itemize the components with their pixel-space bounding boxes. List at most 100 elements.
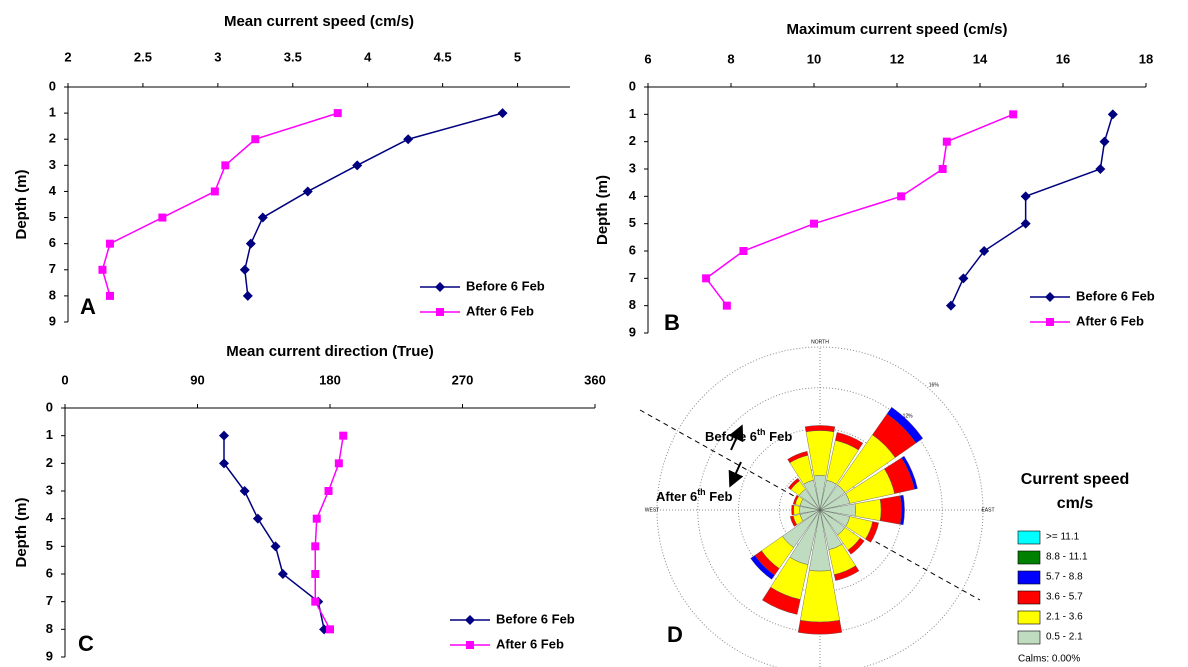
rose-segment [865,521,879,543]
y-tick-label: 7 [46,593,53,608]
legend-swatch [1017,610,1041,625]
rose-segment [847,537,865,555]
panel-label: C [78,631,94,656]
rose-segment [793,505,801,515]
marker [938,165,947,173]
annotation-part: After 6 [656,489,697,504]
annotation-part: Before 6 [705,429,757,444]
y-tick-label: 9 [49,313,56,328]
marker [435,282,445,292]
y-tick-label: 3 [629,160,636,175]
x-tick-label: 0 [61,372,68,387]
x-tick-label: 3.5 [284,49,302,64]
y-tick-label: 5 [49,209,56,224]
annotation-part: th [697,487,706,497]
y-axis-label: Depth (m) [13,170,30,240]
rose-segment [787,477,800,490]
x-tick-label: 3 [214,49,221,64]
legend-swatch [1017,630,1041,645]
rose-segment [899,494,905,526]
y-tick-label: 0 [629,78,636,93]
y-tick-label: 9 [629,324,636,339]
marker [1046,318,1054,326]
x-tick-label: 14 [973,51,988,66]
direction-label: WEST [645,507,659,513]
chart-title: Mean current direction (True) [226,343,434,360]
y-tick-label: 1 [46,427,53,442]
y-tick-label: 8 [46,621,53,636]
marker [942,137,951,146]
marker [239,264,250,275]
y-tick-label: 6 [46,565,53,580]
panel-label: A [80,294,96,319]
rose-segment [750,555,775,580]
x-tick-label: 8 [727,51,734,66]
y-tick-label: 7 [629,270,636,285]
marker [1009,110,1018,119]
marker [251,135,260,144]
marker [1107,109,1118,120]
marker [403,134,414,145]
marker [105,291,114,300]
rose-segment [835,432,864,451]
rose-segment [833,565,860,581]
ring-label: 16% [929,382,940,388]
legend-label: Before 6 Feb [466,278,545,293]
legend-label: 3.6 - 5.7 [1046,592,1083,603]
y-tick-label: 4 [46,510,54,525]
y-tick-label: 5 [46,538,53,553]
series-line [705,113,1014,307]
y-tick-label: 1 [629,106,636,121]
legend-swatch [1017,570,1041,585]
annotation-part: Feb [766,429,793,444]
x-tick-label: 4.5 [434,49,452,64]
x-tick-label: 90 [190,372,204,387]
legend-title: Current speed [1021,471,1129,488]
y-tick-label: 6 [49,235,56,250]
marker [1099,136,1110,147]
rose-segment [800,569,840,623]
chart-title: Maximum current speed (cm/s) [787,21,1008,38]
rose-segment [901,455,918,490]
annotation-part: th [757,427,766,437]
y-tick-label: 0 [49,78,56,93]
y-tick-label: 5 [629,215,636,230]
marker [945,300,956,311]
series-line [223,435,325,630]
y-tick-label: 9 [46,648,53,663]
marker [302,186,313,197]
legend-label: After 6 Feb [466,303,534,318]
x-tick-label: 2 [64,49,71,64]
marker [722,301,731,310]
marker [257,212,268,223]
y-tick-label: 0 [46,399,53,414]
x-tick-label: 12 [890,51,904,66]
marker [324,487,333,495]
x-tick-label: 270 [452,372,474,387]
marker [958,273,969,284]
marker [105,239,114,248]
rose-segment [791,504,795,516]
legend-label: After 6 Feb [1076,313,1144,328]
y-tick-label: 3 [46,482,53,497]
legend-label: Before 6 Feb [1076,288,1155,303]
marker [465,615,475,625]
x-tick-label: 18 [1139,51,1153,66]
marker [245,238,256,249]
y-tick-label: 8 [629,297,636,312]
marker [979,246,990,256]
x-tick-label: 6 [644,51,651,66]
marker [311,542,320,551]
y-tick-label: 2 [629,133,636,148]
direction-label: NORTH [811,339,829,345]
x-tick-label: 4 [364,49,372,64]
y-tick-label: 8 [49,287,56,302]
rose-segment [886,406,924,444]
legend-label: Before 6 Feb [496,611,575,626]
divider-line [639,409,981,601]
annotation-part: Feb [706,489,733,504]
x-tick-label: 5 [514,49,521,64]
marker [702,274,711,283]
marker [221,161,230,170]
y-tick-label: 2 [49,131,56,146]
